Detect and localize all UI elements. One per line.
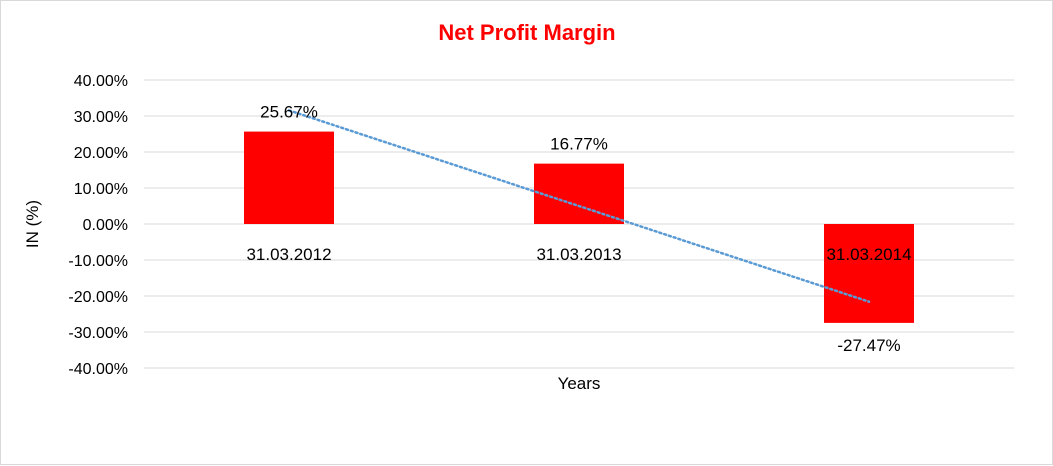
bar-2 <box>534 163 624 224</box>
y-tick-label: -40.00% <box>68 361 128 378</box>
data-labels: 25.67% 16.77% -27.47% <box>260 103 901 355</box>
y-tick-label: 0.00% <box>83 217 128 234</box>
chart-title: Net Profit Margin <box>438 20 615 45</box>
category-label: 31.03.2014 <box>826 245 911 264</box>
y-tick-label: 40.00% <box>74 73 128 90</box>
category-labels: 31.03.2012 31.03.2013 31.03.2014 <box>246 245 911 264</box>
y-tick-label: 10.00% <box>74 181 128 198</box>
data-label: 25.67% <box>260 103 318 122</box>
category-label: 31.03.2013 <box>536 245 621 264</box>
category-label: 31.03.2012 <box>246 245 331 264</box>
y-tick-label: -20.00% <box>68 289 128 306</box>
bars <box>244 131 914 323</box>
y-axis-label: IN (%) <box>23 200 42 248</box>
x-axis-label: Years <box>558 374 601 393</box>
y-axis-ticks: 40.00% 30.00% 20.00% 10.00% 0.00% -10.00% -20.… <box>68 73 128 378</box>
data-label: -27.47% <box>837 336 900 355</box>
y-tick-label: 30.00% <box>74 109 128 126</box>
y-tick-label: -10.00% <box>68 253 128 270</box>
y-tick-label: 20.00% <box>74 145 128 162</box>
trendline-group <box>287 109 871 303</box>
trendline <box>287 109 871 303</box>
data-label: 16.77% <box>550 135 608 154</box>
bar-1 <box>244 131 334 224</box>
y-tick-label: -30.00% <box>68 325 128 342</box>
bar-3 <box>824 224 914 323</box>
